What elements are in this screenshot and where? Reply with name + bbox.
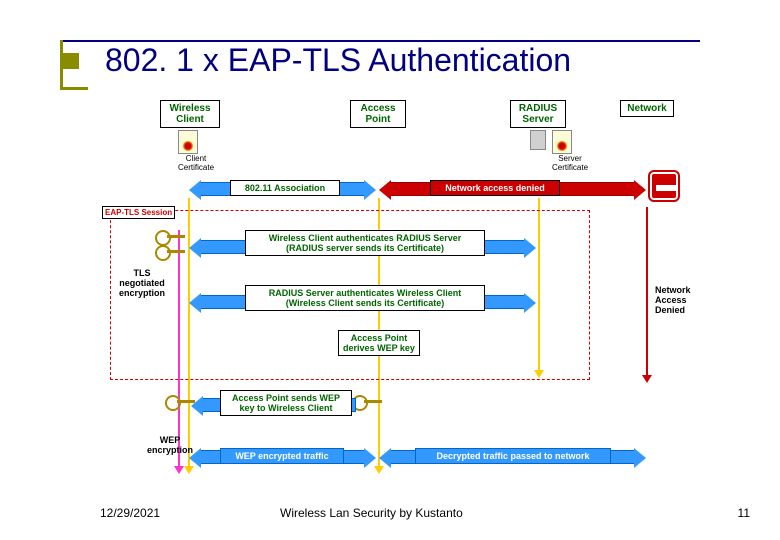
msg-assoc: 802.11 Association	[230, 180, 340, 196]
footer-center: Wireless Lan Security by Kustanto	[280, 506, 463, 520]
msg-wep-traffic: WEP encrypted traffic	[220, 448, 344, 464]
header-ap: Access Point	[350, 100, 406, 128]
msg-derive-wep: Access Point derives WEP key	[338, 330, 420, 356]
key-icon-2	[155, 245, 185, 257]
msg-denied: Network access denied	[430, 180, 560, 196]
msg-decrypted: Decrypted traffic passed to network	[415, 448, 611, 464]
header-network: Network	[620, 100, 674, 117]
server-cert-icon: Server Certificate	[552, 130, 588, 172]
msg-send-wep: Access Point sends WEP key to Wireless C…	[220, 390, 352, 416]
footer-page: 11	[738, 506, 750, 520]
lane-network-denied	[646, 207, 648, 375]
footer-date: 12/29/2021	[100, 506, 160, 520]
stop-sign-icon	[650, 172, 678, 200]
slide-title: 802. 1 x EAP-TLS Authentication	[105, 42, 571, 79]
header-radius: RADIUS Server	[510, 100, 566, 128]
msg-auth-server: Wireless Client authenticates RADIUS Ser…	[245, 230, 485, 256]
key-icon-1	[155, 230, 185, 242]
header-client: Wireless Client	[160, 100, 220, 128]
server-icon	[530, 130, 546, 150]
tls-label: TLS negotiated encryption	[112, 268, 172, 298]
diagram: Wireless Client Access Point RADIUS Serv…	[80, 100, 720, 480]
client-cert-icon: Client Certificate	[178, 130, 214, 172]
key-icon-4	[352, 395, 382, 407]
msg-auth-client: RADIUS Server authenticates Wireless Cli…	[245, 285, 485, 311]
eaptls-session-label: EAP-TLS Session	[102, 206, 175, 219]
title-accent-inner	[63, 53, 79, 69]
net-denied-label: Network Access Denied	[655, 285, 705, 315]
